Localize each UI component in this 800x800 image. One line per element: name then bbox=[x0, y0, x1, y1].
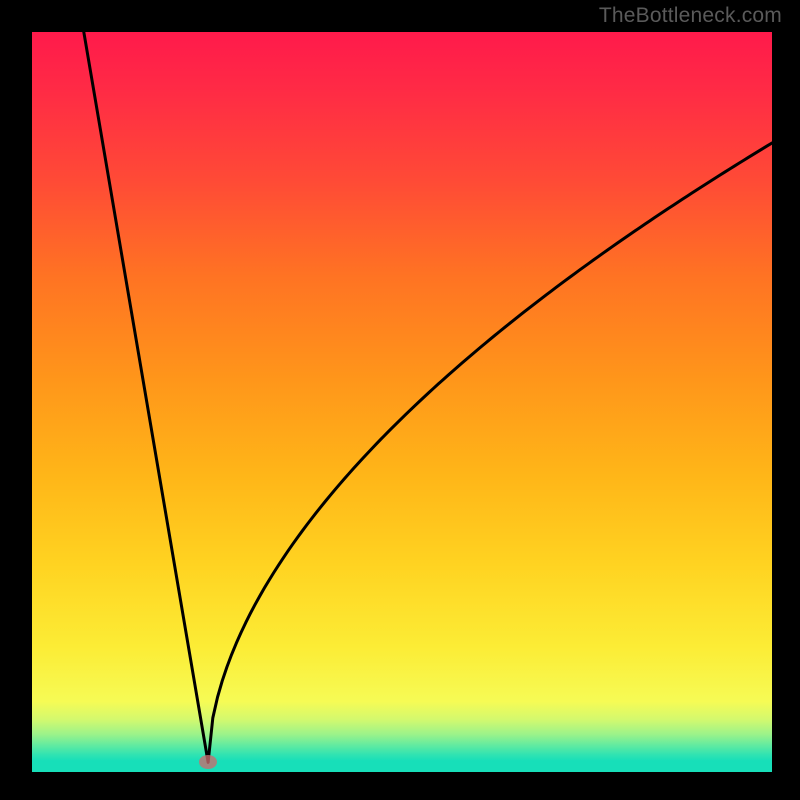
bottleneck-curve-path bbox=[84, 32, 772, 762]
optimal-point-marker bbox=[199, 755, 217, 769]
chart-viewport: TheBottleneck.com bbox=[0, 0, 800, 800]
bottleneck-curve bbox=[32, 32, 772, 772]
plot-area bbox=[32, 32, 772, 772]
watermark-label: TheBottleneck.com bbox=[599, 4, 782, 28]
